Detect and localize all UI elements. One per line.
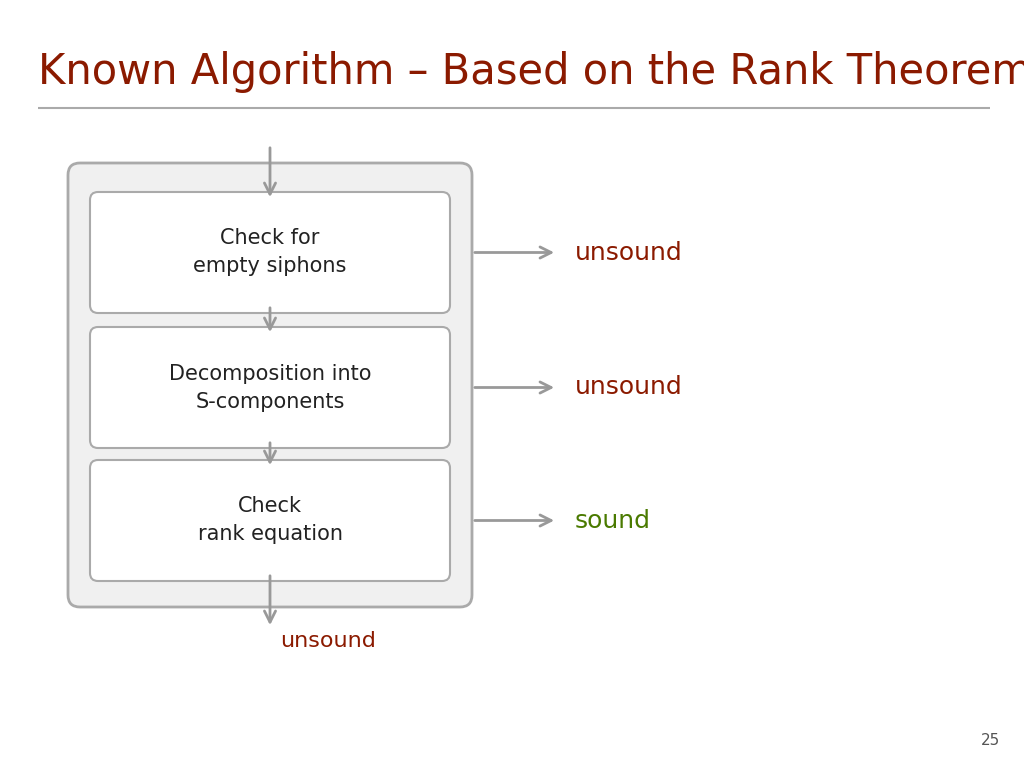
Text: sound: sound — [575, 508, 651, 532]
Text: unsound: unsound — [280, 631, 376, 651]
FancyBboxPatch shape — [90, 460, 450, 581]
Text: Known Algorithm – Based on the Rank Theorem: Known Algorithm – Based on the Rank Theo… — [38, 51, 1024, 93]
FancyBboxPatch shape — [90, 192, 450, 313]
Text: Check
rank equation: Check rank equation — [198, 496, 342, 545]
Text: unsound: unsound — [575, 376, 683, 399]
Text: Check for
empty siphons: Check for empty siphons — [194, 229, 347, 276]
FancyBboxPatch shape — [90, 327, 450, 448]
Text: unsound: unsound — [575, 240, 683, 264]
Text: Decomposition into
S-components: Decomposition into S-components — [169, 363, 372, 412]
Text: 25: 25 — [981, 733, 1000, 748]
FancyBboxPatch shape — [68, 163, 472, 607]
